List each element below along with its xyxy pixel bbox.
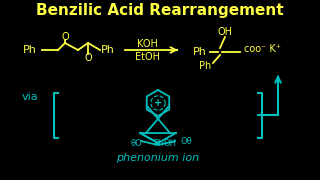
Text: Ph: Ph (23, 45, 37, 55)
Text: Ph: Ph (153, 138, 163, 147)
Text: OH: OH (218, 27, 233, 37)
Text: O: O (84, 53, 92, 63)
Text: Oθ: Oθ (180, 136, 192, 145)
Text: Ph: Ph (101, 45, 115, 55)
Text: O: O (61, 32, 69, 42)
Text: KOH: KOH (137, 39, 157, 49)
Text: Ph: Ph (199, 61, 211, 71)
Text: Benzilic Acid Rearrangement: Benzilic Acid Rearrangement (36, 3, 284, 17)
Text: +: + (154, 98, 162, 108)
Text: via: via (22, 92, 38, 102)
Text: θO: θO (130, 138, 142, 147)
Text: phenonium ion: phenonium ion (116, 153, 200, 163)
Text: coo⁻ K⁺: coo⁻ K⁺ (244, 44, 282, 54)
Text: Ph: Ph (193, 47, 207, 57)
Text: EtOH: EtOH (134, 52, 159, 62)
Text: OH: OH (164, 138, 177, 147)
